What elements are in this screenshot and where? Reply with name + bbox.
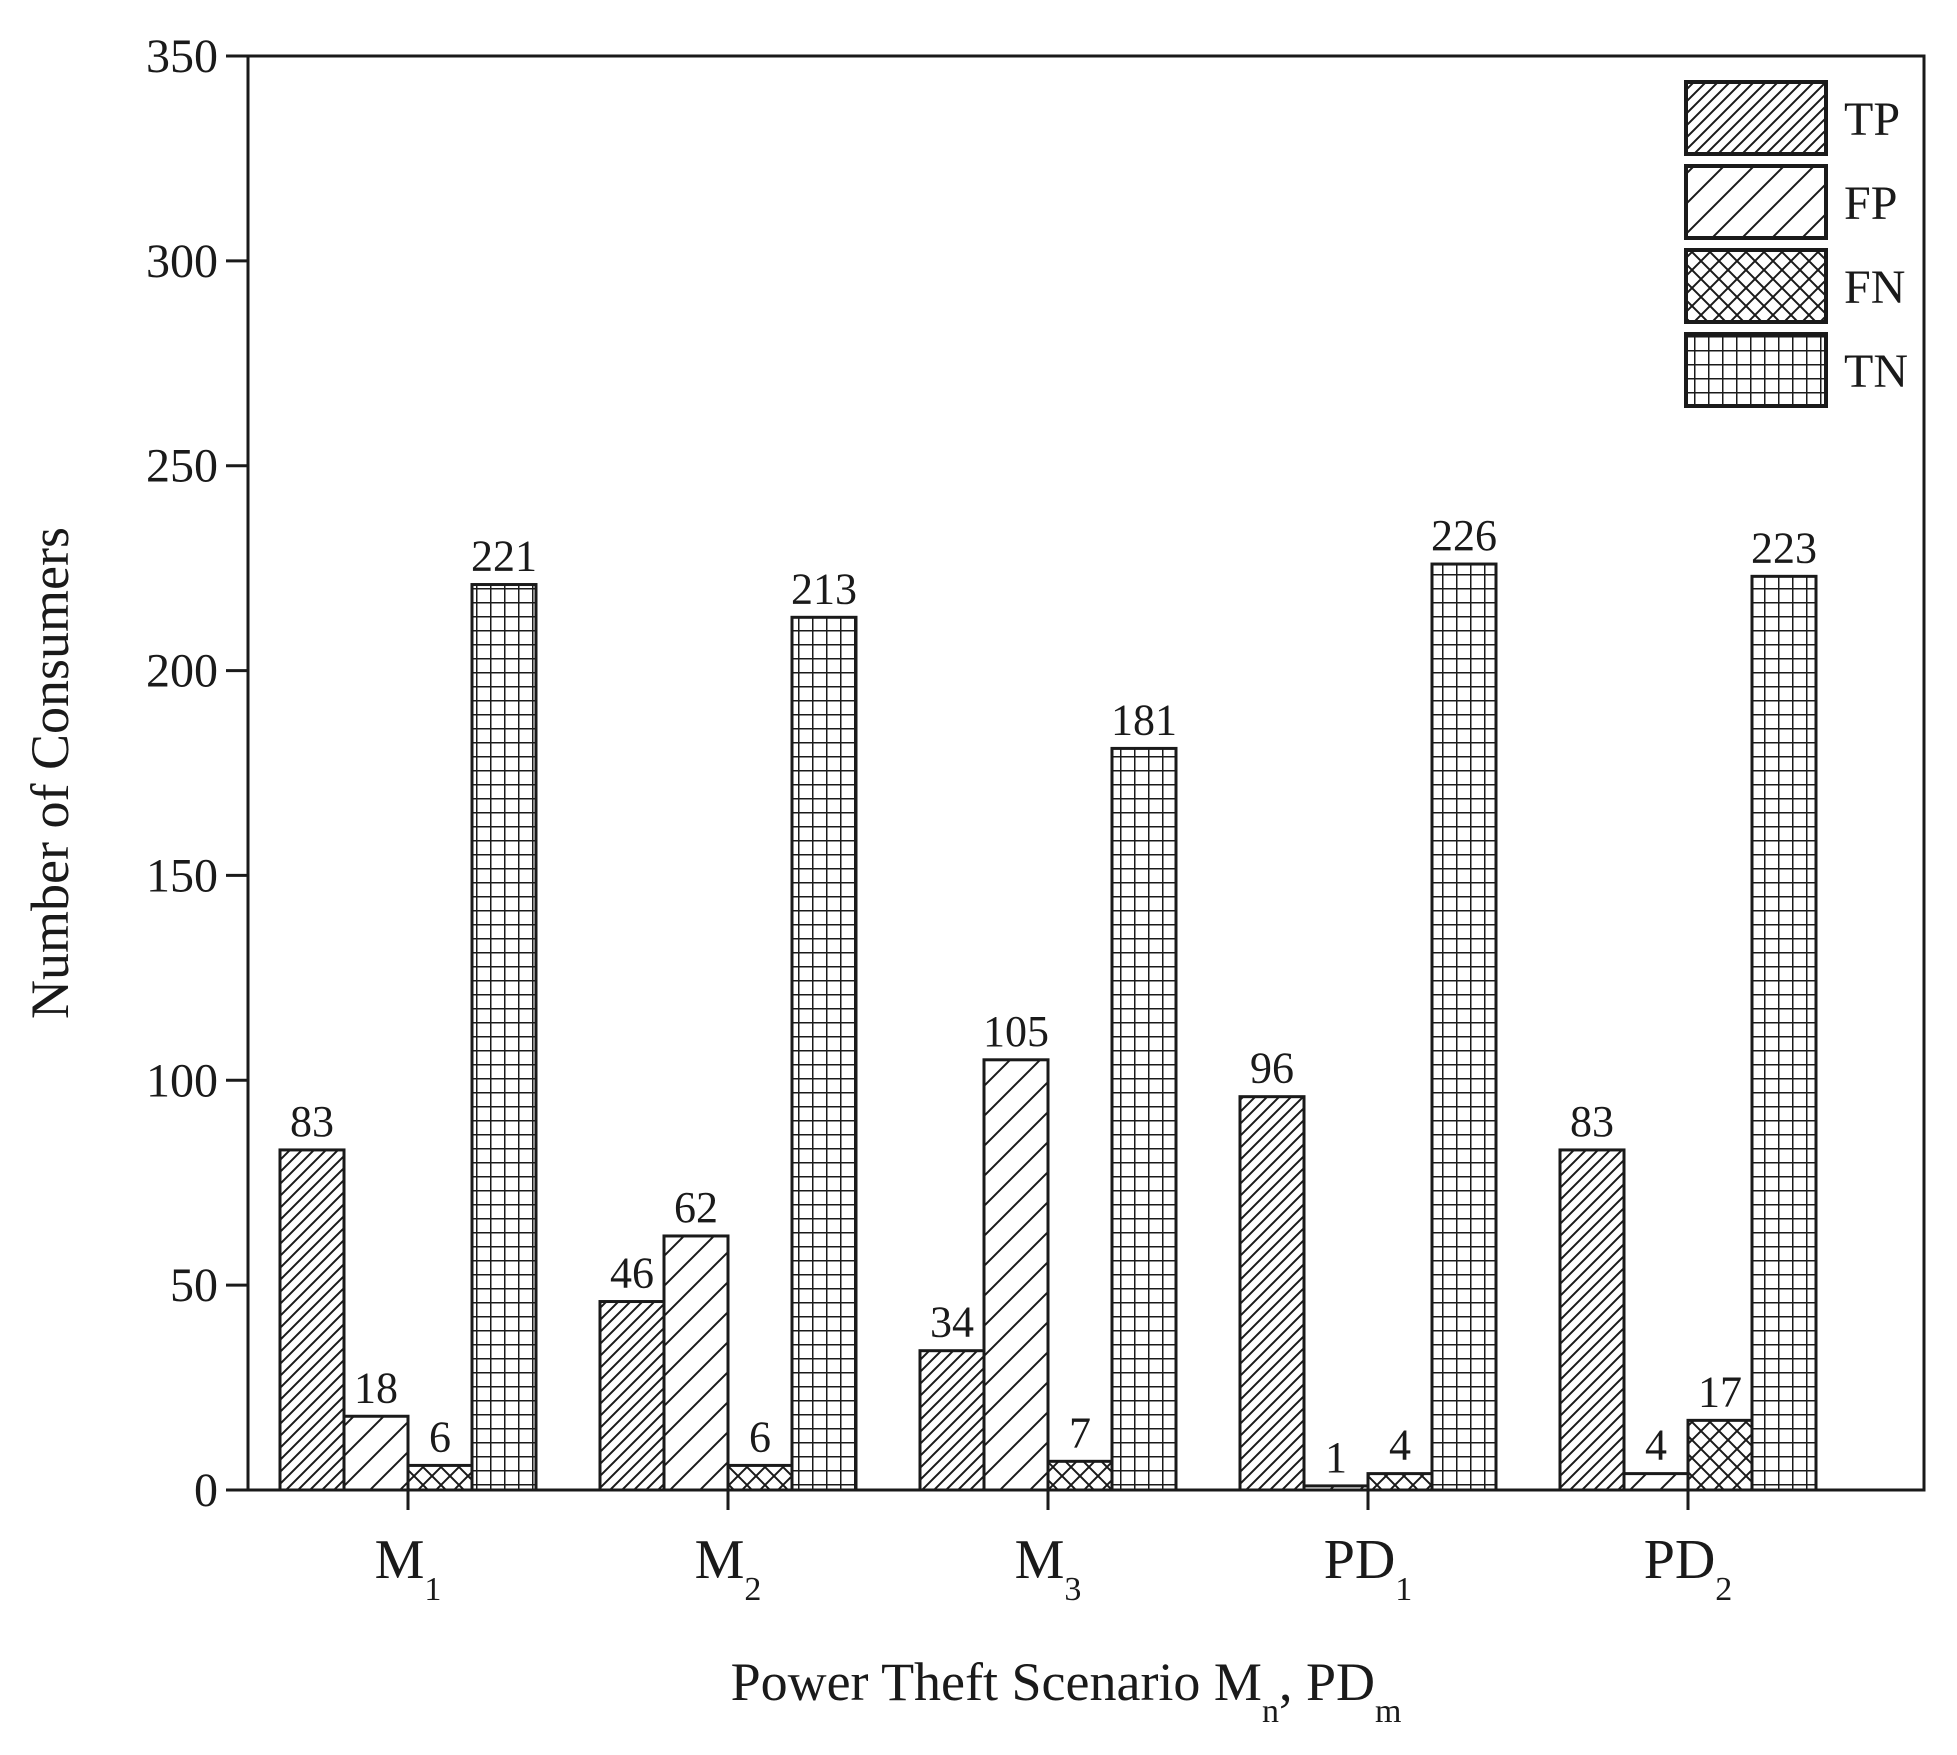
bar-tn	[1430, 562, 1498, 1492]
data-label-fn: 17	[1698, 1367, 1742, 1416]
data-label-fn: 7	[1069, 1408, 1091, 1457]
y-tick-label: 50	[170, 1259, 218, 1312]
legend-label-tp: TP	[1844, 93, 1900, 146]
y-tick-label: 200	[146, 645, 218, 698]
y-tick-label: 300	[146, 235, 218, 288]
x-category-base: M	[1015, 1529, 1065, 1591]
y-tick-label: 0	[194, 1464, 218, 1517]
bar-fp	[982, 1058, 1050, 1492]
legend-label-fp: FP	[1844, 177, 1897, 230]
y-tick-label: 100	[146, 1054, 218, 1107]
x-axis-title: Power Theft Scenario Mn, PDm	[731, 1652, 1402, 1730]
x-category-base: M	[695, 1529, 745, 1591]
x-category-base: PD	[1324, 1529, 1396, 1591]
bar-tp	[1238, 1095, 1306, 1492]
data-label-tp: 83	[290, 1097, 334, 1146]
x-axis-title-sep: , PD	[1279, 1652, 1375, 1712]
data-label-tn: 223	[1751, 523, 1817, 572]
data-label-tn: 181	[1111, 695, 1177, 744]
data-label-tp: 83	[1570, 1097, 1614, 1146]
data-label-fp: 105	[983, 1007, 1049, 1056]
y-tick-label: 350	[146, 30, 218, 83]
bar-fn	[406, 1463, 474, 1492]
data-label-fp: 4	[1645, 1421, 1667, 1470]
data-label-fn: 6	[429, 1412, 451, 1461]
bar-fn	[1366, 1472, 1434, 1492]
data-label-fn: 4	[1389, 1421, 1411, 1470]
legend-label-tn: TN	[1844, 345, 1908, 398]
x-category-base: PD	[1644, 1529, 1716, 1591]
legend: TP FP FN TN	[1684, 80, 1908, 408]
x-category-subscript: 2	[744, 1571, 761, 1608]
y-tick-label: 250	[146, 440, 218, 493]
x-axis-title-sub-n: n	[1262, 1693, 1279, 1730]
bar-tp	[278, 1148, 346, 1492]
data-label-fp: 62	[674, 1183, 718, 1232]
data-label-fp: 18	[354, 1363, 398, 1412]
bar-fn	[1046, 1459, 1114, 1492]
data-label-tp: 46	[610, 1249, 654, 1298]
bar-tn	[470, 583, 538, 1492]
bar-fn	[1686, 1418, 1754, 1492]
bar-fp	[342, 1414, 410, 1492]
plot-frame	[246, 54, 1926, 1492]
y-tick-label: 150	[146, 849, 218, 902]
legend-label-fn: FN	[1844, 261, 1905, 314]
y-axis-ticks: 0 50 100 150 200 250 300 350	[146, 30, 248, 1517]
x-category-base: M	[375, 1529, 425, 1591]
bar-tn	[790, 615, 858, 1492]
legend-swatch-fn	[1684, 248, 1828, 324]
x-category-label: PD1	[1324, 1529, 1413, 1608]
x-category-subscript: 3	[1064, 1571, 1081, 1608]
x-axis-category-labels: M1 M2 M3 PD1 PD2	[375, 1490, 1733, 1608]
bar-tp	[1558, 1148, 1626, 1492]
bar-fn	[726, 1463, 794, 1492]
data-label-tn: 221	[471, 532, 537, 581]
x-category-label: M1	[375, 1529, 442, 1608]
x-category-label: M2	[695, 1529, 762, 1608]
x-category-subscript: 1	[1395, 1571, 1412, 1608]
data-label-tn: 226	[1431, 511, 1497, 560]
bar-tn	[1110, 746, 1178, 1492]
bar-fp	[662, 1234, 730, 1492]
bar-tp	[918, 1349, 986, 1492]
x-axis-title-sub-m: m	[1375, 1693, 1401, 1730]
legend-swatch-fp	[1684, 164, 1828, 240]
bar-tn	[1750, 574, 1818, 1492]
data-label-fp: 1	[1325, 1433, 1347, 1482]
y-axis-title: Number of Consumers	[20, 527, 80, 1019]
data-label-tp: 96	[1250, 1044, 1294, 1093]
x-category-subscript: 1	[424, 1571, 441, 1608]
data-label-fn: 6	[749, 1412, 771, 1461]
x-category-subscript: 2	[1715, 1571, 1732, 1608]
data-label-tn: 213	[791, 564, 857, 613]
legend-swatch-tn	[1684, 332, 1828, 408]
x-category-label: M3	[1015, 1529, 1082, 1608]
x-category-label: PD2	[1644, 1529, 1733, 1608]
x-axis-title-main: Power Theft Scenario M	[731, 1652, 1262, 1712]
data-label-tp: 34	[930, 1298, 974, 1347]
bar-tp	[598, 1300, 666, 1492]
legend-swatch-tp	[1684, 80, 1828, 156]
bar-fp	[1622, 1472, 1690, 1492]
